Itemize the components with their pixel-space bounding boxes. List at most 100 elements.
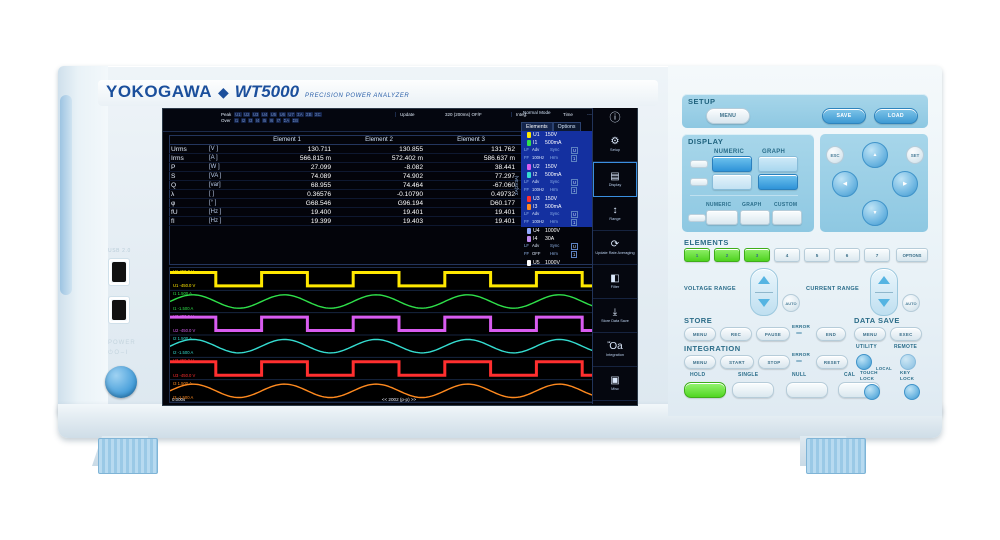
rail-item-range[interactable]: ↕ Range	[593, 197, 637, 231]
channel-name: U3	[533, 196, 540, 202]
usb-port-1[interactable]	[108, 258, 130, 286]
integration-stop-button[interactable]: STOP	[758, 355, 790, 369]
element-button-1[interactable]: 1	[684, 248, 710, 262]
display-row1-indicator[interactable]	[690, 160, 708, 168]
hold-button[interactable]	[684, 382, 726, 398]
display-graph-2-button[interactable]	[758, 174, 798, 190]
element-button-5[interactable]: 5	[804, 248, 830, 262]
sync-value: Hrm	[550, 251, 558, 256]
row-symbol: fU	[169, 207, 207, 217]
data-save-exec-button[interactable]: EXEC	[890, 327, 922, 341]
current-range-rocker[interactable]	[870, 268, 898, 316]
brand-name: YOKOGAWA	[106, 82, 213, 101]
help-icon-button[interactable]: ⓘ	[593, 108, 637, 128]
row-symbol: Urms	[169, 144, 207, 154]
element-channel-row[interactable]: I2 500mA	[521, 171, 599, 179]
waveform-trace-u1	[170, 270, 628, 288]
key-lock-button[interactable]	[904, 384, 920, 400]
rail-item-filter[interactable]: ◧ Filter	[593, 265, 637, 299]
display-row3-indicator[interactable]	[688, 214, 706, 222]
display-numeric-3-button[interactable]	[706, 210, 738, 225]
element-channel-row[interactable]: U2 150V	[521, 163, 599, 171]
rail-item-integration[interactable]: Ὄa Integration	[593, 333, 637, 367]
waveform-scale-label: U2 -450.0 V	[173, 328, 196, 333]
store-rec-button[interactable]: REC	[720, 327, 752, 341]
element-group[interactable]: U3 150V I3 500mA LF Adv Sync U FF 100Hz Hrm 1	[521, 195, 599, 227]
nav-left-button[interactable]: ◀	[832, 171, 858, 197]
power-button[interactable]	[105, 366, 137, 398]
display-row2-indicator[interactable]	[690, 178, 708, 186]
display-custom-button[interactable]	[772, 210, 802, 225]
display-col-custom: CUSTOM	[774, 202, 798, 208]
element-tab[interactable]: Elements	[521, 122, 553, 131]
element-tab[interactable]: Options	[552, 122, 581, 131]
element-button-7[interactable]: 7	[864, 248, 890, 262]
nav-up-button[interactable]: ▲	[862, 142, 888, 168]
store-menu-button[interactable]: MENU	[684, 327, 716, 341]
element-channel-row[interactable]: I4 30A	[521, 235, 599, 243]
null-button[interactable]	[786, 382, 828, 398]
row-unit: [° ]	[207, 198, 241, 208]
element-group[interactable]: U2 150V I2 500mA LF Adv Sync U FF 100Hz Hrm 1	[521, 163, 599, 195]
single-button[interactable]	[732, 382, 774, 398]
element-channel-row[interactable]: U4 1000V	[521, 227, 599, 235]
display-numeric-2-button[interactable]	[712, 174, 752, 190]
integration-start-button[interactable]: START	[720, 355, 754, 369]
row-value: 0.36576	[241, 189, 333, 199]
status-chip: I1	[233, 118, 240, 123]
integration-reset-button[interactable]: RESET	[816, 355, 848, 369]
remote-button[interactable]	[900, 354, 916, 370]
element-channel-row[interactable]: U5 1000V	[521, 259, 599, 267]
element-group[interactable]: ΣA(3V3A) U1 150V I1 500mA LF Adv Sync U FF 100Hz Hr…	[514, 131, 599, 195]
channel-range: 150V	[545, 132, 558, 138]
waveform-area[interactable]: Group 0.000s 200.000ms << 2002 (p-p) >> …	[169, 267, 629, 403]
element-meta-row: FF 100Hz Hrm 1	[521, 219, 599, 227]
rail-item-display[interactable]: ▤ Display	[593, 162, 637, 197]
utility-button[interactable]	[856, 354, 872, 370]
rail-item-setup[interactable]: ⚙ Setup	[593, 128, 637, 162]
instrument-screen[interactable]: Peak U1 U2 U3 U4 U5 U6 U7 ΣA ΣB ΣC Over I1 I2 I3 I4 I…	[162, 108, 638, 406]
current-auto-button[interactable]: AUTO	[902, 294, 920, 312]
screen-side-menu[interactable]: ⓘ ⚙ Setup ▤ Display ↕ Range ⟳ Update Rate Averag…	[592, 108, 637, 404]
nav-right-button[interactable]: ▶	[892, 171, 918, 197]
display-graph-3-button[interactable]	[740, 210, 770, 225]
voltage-auto-button[interactable]: AUTO	[782, 294, 800, 312]
element-channel-row[interactable]: I3 500mA	[521, 203, 599, 211]
row-value: 19.401	[425, 216, 517, 226]
usb-port-2[interactable]	[108, 296, 130, 324]
rail-item-update-rate-averaging[interactable]: ⟳ Update Rate Averaging	[593, 231, 637, 265]
waveform-scale-label: U2 450.0 V	[173, 313, 194, 319]
store-pause-button[interactable]: PAUSE	[756, 327, 790, 341]
voltage-range-rocker[interactable]	[750, 268, 778, 316]
element-channel-row[interactable]: I1 500mA	[521, 139, 599, 147]
nav-down-button[interactable]: ▼	[862, 200, 888, 226]
rail-item-store-data-save[interactable]: ⤓ Store Data Save	[593, 299, 637, 333]
setup-menu-button[interactable]: MENU	[706, 108, 750, 124]
adv-label: Adv	[532, 147, 540, 152]
load-button[interactable]: LOAD	[874, 108, 918, 124]
element-button-4[interactable]: 4	[774, 248, 800, 262]
element-panel-tabs[interactable]: Elements Options	[521, 122, 581, 131]
set-button[interactable]: SET	[906, 146, 924, 164]
element-channel-row[interactable]: U3 150V	[521, 195, 599, 203]
brand-logo: YOKOGAWA ◆ WT5000 PRECISION POWER ANALYZ…	[106, 82, 409, 102]
rail-item-misc[interactable]: ▣ Misc	[593, 367, 637, 401]
data-save-menu-button[interactable]: MENU	[854, 327, 886, 341]
integration-menu-button[interactable]: MENU	[684, 355, 716, 369]
element-button-6[interactable]: 6	[834, 248, 860, 262]
display-title: DISPLAY	[688, 137, 724, 146]
element-button-3[interactable]: 3	[744, 248, 770, 262]
data-save-title: DATA SAVE	[854, 316, 900, 325]
display-numeric-1-button[interactable]	[712, 156, 752, 172]
esc-button[interactable]: ESC	[826, 146, 844, 164]
display-col-graph-1: GRAPH	[762, 149, 786, 155]
store-end-button[interactable]: END	[816, 327, 846, 341]
sync-source-box: U	[571, 147, 579, 154]
touch-lock-button[interactable]	[864, 384, 880, 400]
display-graph-1-button[interactable]	[758, 156, 798, 172]
save-button[interactable]: SAVE	[822, 108, 866, 124]
element-channel-row[interactable]: U1 150V	[521, 131, 599, 139]
element-button-2[interactable]: 2	[714, 248, 740, 262]
options-button[interactable]: OPTIONS	[896, 248, 928, 262]
